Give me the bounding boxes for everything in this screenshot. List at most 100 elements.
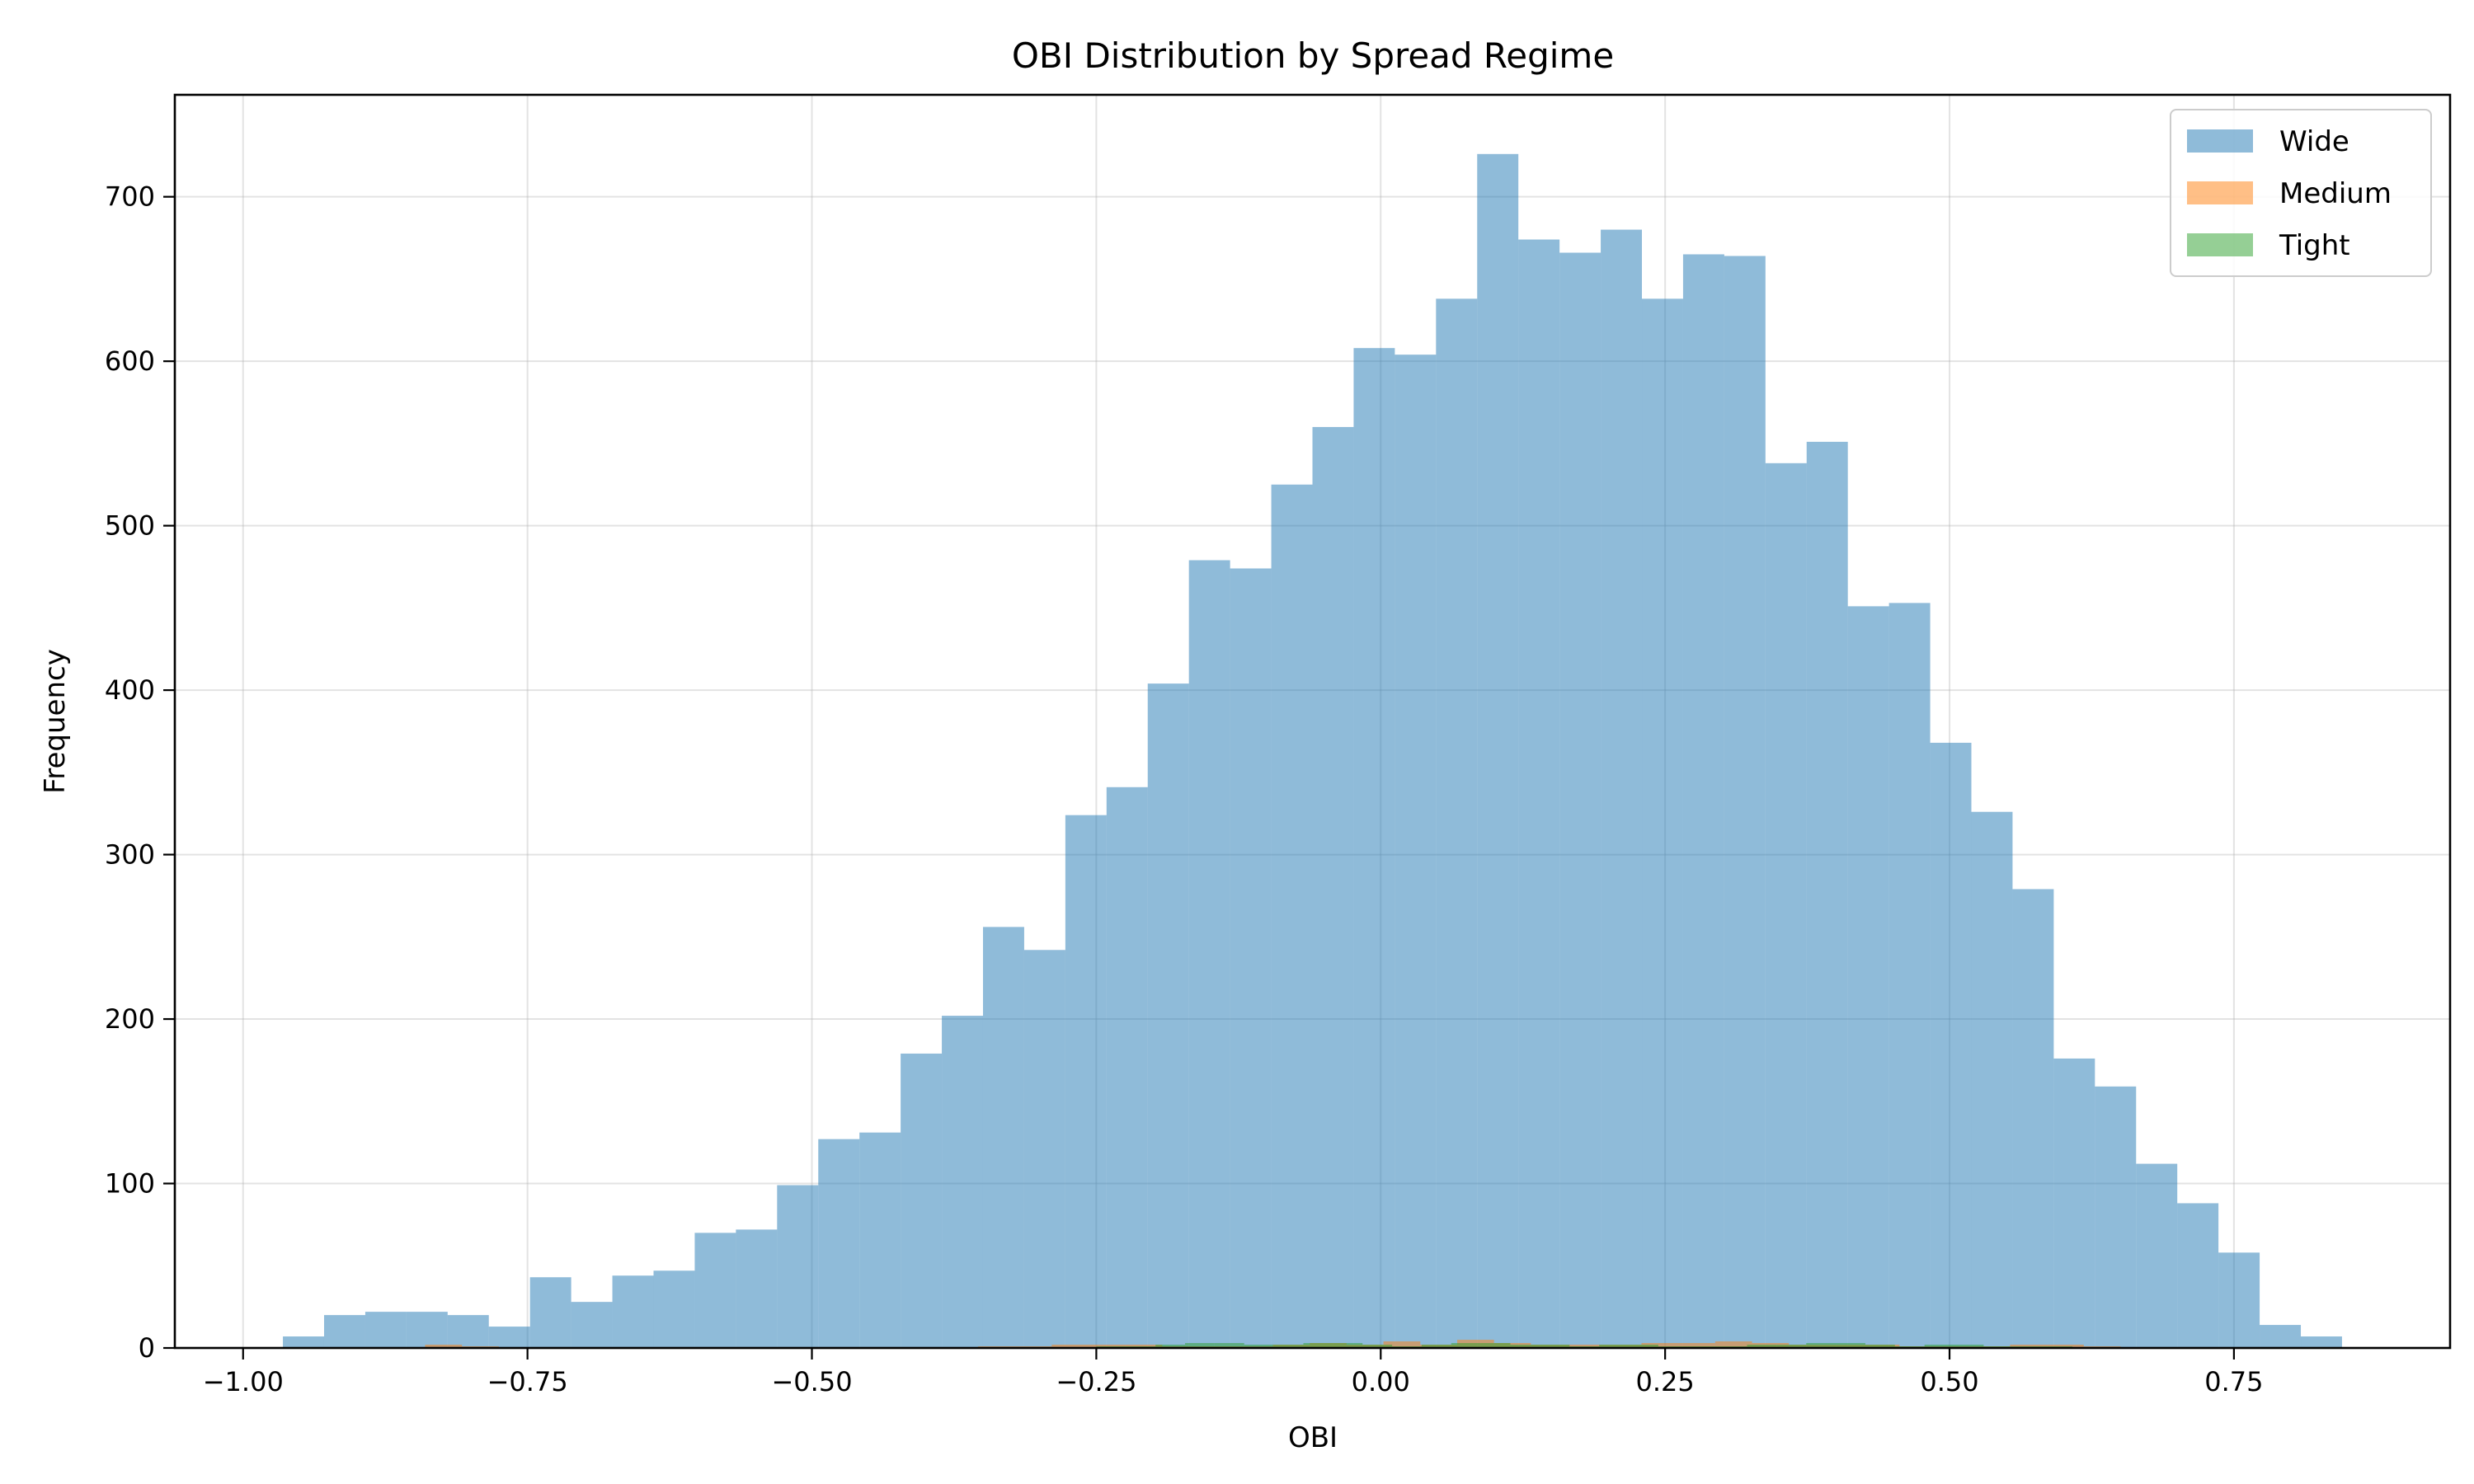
x-tick-label: −0.25 <box>1056 1366 1136 1397</box>
bar-wide <box>1188 560 1230 1348</box>
bar-tight <box>1954 1345 1984 1348</box>
bar-wide <box>901 1053 943 1348</box>
bar-tight <box>1362 1345 1393 1348</box>
bar-wide <box>1395 355 1437 1348</box>
bar-wide <box>406 1312 448 1348</box>
bar-wide <box>1601 229 1643 1348</box>
legend-label-wide: Wide <box>2279 125 2349 158</box>
bar-wide <box>982 927 1024 1348</box>
bar-wide <box>1436 298 1478 1348</box>
bar-tight <box>1776 1345 1807 1348</box>
bar-wide <box>1312 426 1354 1348</box>
y-tick: 600 <box>105 345 175 377</box>
bar-wide <box>571 1302 613 1348</box>
y-tick-label: 400 <box>105 674 155 706</box>
bar-wide <box>1106 787 1148 1348</box>
bar-wide <box>2177 1203 2219 1348</box>
plot-frame <box>173 93 2452 1350</box>
bar-wide <box>1930 742 1972 1348</box>
x-tick-label: 0.00 <box>1352 1366 1410 1397</box>
y-axis-label: Frequency <box>39 649 72 794</box>
bar-wide <box>859 1132 901 1348</box>
x-tick-label: −0.50 <box>771 1366 852 1397</box>
bar-wide <box>818 1139 860 1348</box>
y-tick-label: 300 <box>105 839 155 871</box>
bar-tight <box>1184 1343 1215 1348</box>
bar-wide <box>2260 1325 2302 1348</box>
x-tick: −0.50 <box>771 1348 853 1397</box>
y-tick-label: 0 <box>139 1332 155 1364</box>
y-tick: 200 <box>105 1003 175 1035</box>
bar-wide <box>1147 683 1189 1348</box>
x-tick: 0.25 <box>1636 1348 1695 1397</box>
bar-wide <box>1888 603 1931 1348</box>
y-tick: 100 <box>105 1168 175 1200</box>
bar-medium <box>1383 1341 1421 1348</box>
bar-wide <box>2095 1086 2137 1348</box>
legend: Wide Medium Tight <box>2170 109 2432 277</box>
x-axis-label: OBI <box>1288 1421 1338 1454</box>
x-tick: 0.75 <box>2204 1348 2264 1397</box>
bar-wide <box>1518 239 1560 1348</box>
bar-wide <box>1353 348 1395 1348</box>
bar-wide <box>365 1312 407 1348</box>
bar-medium <box>1641 1343 1679 1348</box>
histogram-bars <box>283 153 2342 1349</box>
legend-item-medium: Medium <box>2187 177 2392 210</box>
bar-tight <box>1747 1345 1777 1348</box>
bar-wide <box>2136 1163 2178 1348</box>
legend-label-tight: Tight <box>2279 229 2350 262</box>
bar-tight <box>1836 1343 1865 1348</box>
bar-wide <box>612 1275 654 1348</box>
bar-tight <box>1244 1345 1274 1348</box>
y-tick: 0 <box>139 1332 175 1364</box>
bar-wide <box>694 1233 736 1348</box>
bar-tight <box>1333 1343 1363 1348</box>
legend-swatch-wide <box>2187 129 2253 153</box>
bar-wide <box>488 1327 530 1348</box>
bar-wide <box>2012 889 2054 1348</box>
bar-wide <box>1971 811 2013 1348</box>
bar-medium <box>1678 1343 1715 1348</box>
bar-wide <box>323 1315 365 1348</box>
x-tick-label: 0.75 <box>2204 1366 2263 1397</box>
bar-tight <box>1303 1343 1333 1348</box>
bar-tight <box>1421 1345 1451 1348</box>
x-tick: −1.00 <box>203 1348 284 1397</box>
x-tick-label: −1.00 <box>203 1366 284 1397</box>
y-tick: 700 <box>105 181 175 213</box>
bar-tight <box>1629 1345 1658 1348</box>
bar-wide <box>736 1229 778 1348</box>
y-tick-label: 700 <box>105 181 155 213</box>
bar-wide <box>1642 298 1683 1348</box>
bar-tight <box>1155 1345 1185 1348</box>
bar-tight <box>1540 1345 1570 1348</box>
bar-wide <box>1847 606 1889 1348</box>
bar-wide <box>1065 815 1107 1348</box>
bar-tight <box>1214 1343 1244 1348</box>
bar-tight <box>1510 1345 1540 1348</box>
y-tick: 300 <box>105 839 175 871</box>
bar-wide <box>653 1270 695 1348</box>
bar-wide <box>2301 1336 2342 1348</box>
bar-wide <box>1477 153 1519 1348</box>
y-axis-ticks: 0 100 200 300 400 500 600 700 <box>105 181 175 1364</box>
chart-title: OBI Distribution by Spread Regime <box>1012 35 1614 76</box>
bar-tight <box>1451 1343 1481 1348</box>
bar-wide <box>777 1185 819 1348</box>
bar-medium <box>1051 1345 1089 1348</box>
x-tick: −0.25 <box>1056 1348 1136 1397</box>
bar-wide <box>942 1016 983 1348</box>
bar-wide <box>1724 256 1766 1348</box>
bar-wide <box>1271 484 1313 1349</box>
bar-tight <box>1273 1345 1304 1348</box>
legend-item-wide: Wide <box>2187 125 2349 158</box>
y-tick-label: 600 <box>105 345 155 377</box>
legend-label-medium: Medium <box>2279 177 2392 210</box>
bar-tight <box>1599 1345 1630 1348</box>
x-tick-label: 0.50 <box>1920 1366 1978 1397</box>
series-wide <box>283 153 2342 1349</box>
bar-wide <box>447 1315 489 1348</box>
legend-item-tight: Tight <box>2187 229 2350 262</box>
y-tick: 500 <box>105 510 175 542</box>
